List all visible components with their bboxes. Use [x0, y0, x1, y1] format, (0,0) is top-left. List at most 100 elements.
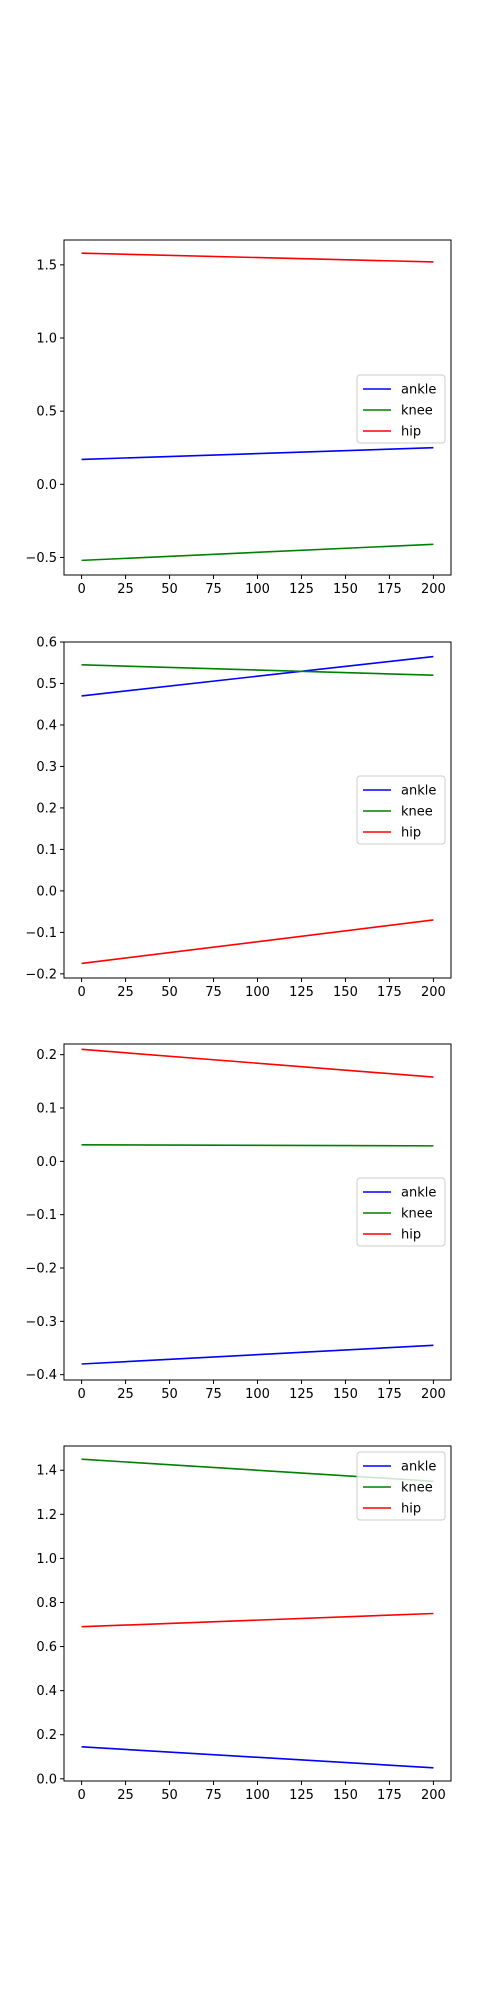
y-tick-label: 0.0 [36, 1155, 57, 1170]
y-tick-label: 0.4 [36, 1684, 57, 1699]
y-tick-label: 0.4 [36, 718, 57, 733]
series-line-hip [81, 1048, 434, 1078]
x-tick-label: 25 [117, 985, 134, 1000]
x-tick-label: 50 [161, 582, 178, 597]
legend-box [356, 1451, 446, 1521]
x-tick-label: 175 [377, 985, 402, 1000]
y-tick-label: −0.1 [25, 926, 57, 941]
legend-label-knee: knee [401, 1207, 433, 1222]
x-tick-label: 25 [117, 1788, 134, 1803]
y-tick-label: 0.8 [36, 1596, 57, 1611]
x-tick-label: 100 [245, 1387, 270, 1402]
series-line-knee [81, 543, 434, 562]
legend-box [356, 1177, 446, 1247]
legend-label-hip: hip [401, 1502, 421, 1517]
x-tick-label: 200 [421, 1788, 446, 1803]
series-line-knee [81, 664, 434, 676]
y-tick-label: −0.1 [25, 1208, 57, 1223]
x-tick-label: 200 [421, 985, 446, 1000]
x-tick-label: 100 [245, 1788, 270, 1803]
legend-label-hip: hip [401, 425, 421, 440]
y-tick-label: 0.5 [36, 405, 57, 420]
x-tick-label: 25 [117, 582, 134, 597]
x-tick-label: 150 [333, 985, 358, 1000]
chart-panel-1: 0 25 50 75 100 125 150 175 200 −0.5 0.0 0.5 1.0 1.5 an… [25, 239, 452, 597]
chart-panel-2: 0 25 50 75 100 125 150 175 200 −0.2 −0.1 0.0 0.1 0.2 0… [25, 636, 452, 1000]
x-tick-label: 175 [377, 1788, 402, 1803]
x-tick-label: 125 [289, 1788, 314, 1803]
x-tick-label: 0 [77, 985, 85, 1000]
y-tick-label: 0.1 [36, 1102, 57, 1117]
y-tick-label: −0.2 [25, 967, 57, 982]
legend: ankle knee hip [356, 1177, 446, 1247]
x-tick-label: 150 [333, 1387, 358, 1402]
legend-label-knee: knee [401, 404, 433, 419]
y-tick-label: 1.5 [36, 258, 57, 273]
y-tick-label: 0.2 [36, 801, 57, 816]
legend-label-ankle: ankle [401, 1186, 436, 1201]
y-tick-label: −0.3 [25, 1315, 57, 1330]
y-tick-label: 0.2 [36, 1048, 57, 1063]
x-tick-label: 0 [77, 582, 85, 597]
x-tick-label: 175 [377, 582, 402, 597]
y-tick-label: 0.0 [36, 478, 57, 493]
y-tick-label: 0.0 [36, 1772, 57, 1787]
legend: ankle knee hip [356, 374, 446, 444]
legend-label-knee: knee [401, 1481, 433, 1496]
legend-label-knee: knee [401, 805, 433, 820]
legend-label-hip: hip [401, 1228, 421, 1243]
legend: ankle knee hip [356, 1451, 446, 1521]
legend-label-ankle: ankle [401, 1460, 436, 1475]
y-tick-label: 0.5 [36, 677, 57, 692]
y-tick-label: −0.4 [25, 1368, 57, 1383]
x-tick-label: 75 [205, 1387, 222, 1402]
x-tick-label: 50 [161, 1788, 178, 1803]
y-tick-label: 0.3 [36, 760, 57, 775]
x-tick-label: 150 [333, 582, 358, 597]
y-tick-label: 1.0 [36, 1552, 57, 1567]
y-tick-label: 0.6 [36, 1640, 57, 1655]
x-tick-label: 125 [289, 582, 314, 597]
series-line-ankle [81, 446, 434, 461]
legend-label-ankle: ankle [401, 784, 436, 799]
legend-box [356, 374, 446, 444]
x-tick-label: 75 [205, 985, 222, 1000]
x-tick-label: 200 [421, 1387, 446, 1402]
series-line-ankle [81, 655, 434, 697]
x-tick-label: 75 [205, 582, 222, 597]
series-line-knee [81, 1144, 434, 1147]
x-tick-label: 0 [77, 1387, 85, 1402]
x-tick-label: 75 [205, 1788, 222, 1803]
legend: ankle knee hip [356, 775, 446, 845]
x-tick-label: 50 [161, 985, 178, 1000]
x-tick-label: 0 [77, 1788, 85, 1803]
legend-label-hip: hip [401, 826, 421, 841]
x-tick-label: 125 [289, 1387, 314, 1402]
series-line-ankle [81, 1746, 434, 1769]
y-tick-label: 1.0 [36, 332, 57, 347]
series-line-hip [81, 919, 434, 965]
y-tick-label: 0.0 [36, 884, 57, 899]
x-tick-label: 25 [117, 1387, 134, 1402]
chart-panel-4: 0 25 50 75 100 125 150 175 200 0.0 0.2 0.4 0.6 0.8 1.0… [36, 1445, 452, 1803]
y-tick-label: 0.6 [36, 636, 57, 651]
x-tick-label: 150 [333, 1788, 358, 1803]
legend-box [356, 775, 446, 845]
series-line-hip [81, 252, 434, 263]
x-tick-label: 50 [161, 1387, 178, 1402]
y-tick-label: 0.2 [36, 1728, 57, 1743]
x-tick-label: 100 [245, 582, 270, 597]
y-tick-label: 1.2 [36, 1508, 57, 1523]
y-tick-label: 1.4 [36, 1464, 57, 1479]
y-tick-label: −0.5 [25, 551, 57, 566]
y-tick-label: 0.1 [36, 843, 57, 858]
series-line-hip [81, 1612, 434, 1628]
y-tick-label: −0.2 [25, 1262, 57, 1277]
x-tick-label: 175 [377, 1387, 402, 1402]
x-tick-label: 200 [421, 582, 446, 597]
x-tick-label: 100 [245, 985, 270, 1000]
series-line-ankle [81, 1344, 434, 1365]
chart-panel-3: 0 25 50 75 100 125 150 175 200 −0.4 −0.3 −0.2 −0.1 0.… [25, 1043, 452, 1402]
x-tick-label: 125 [289, 985, 314, 1000]
